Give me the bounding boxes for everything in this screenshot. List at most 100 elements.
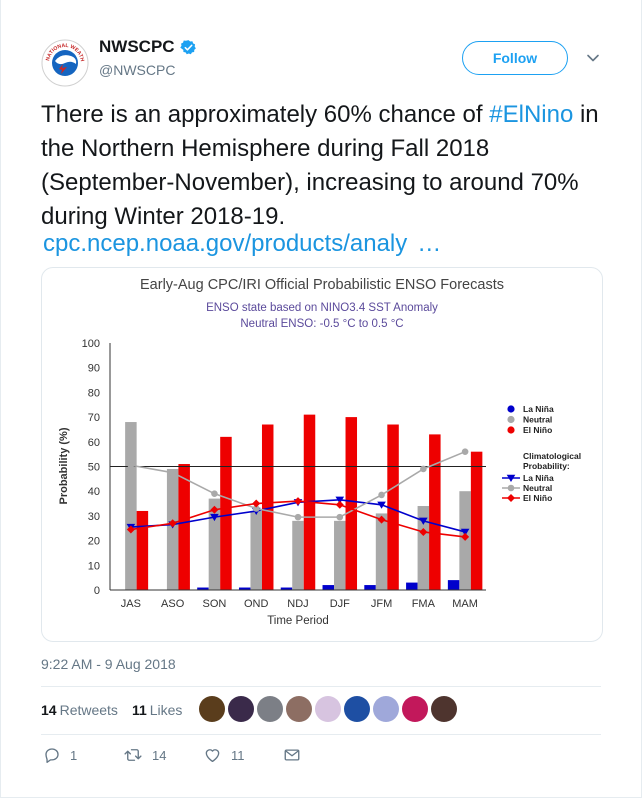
chart-subtitle-2: Neutral ENSO: -0.5 °C to 0.5 °C — [240, 318, 403, 330]
liker-avatar-8[interactable] — [402, 696, 428, 722]
climatology-point-neutral — [420, 465, 427, 473]
legend-label: El Niño — [523, 425, 552, 435]
x-tick-label: NDJ — [287, 598, 308, 610]
tweet-link-text[interactable]: cpc.ncep.noaa.gov/products/analy — [43, 230, 408, 257]
y-tick-label: 70 — [88, 412, 100, 424]
bar-el-ni-o — [178, 464, 190, 590]
retweet-count: 14 — [152, 747, 167, 763]
climatology-point-el-ni-o — [419, 527, 428, 536]
liker-avatar-4[interactable] — [286, 696, 312, 722]
liker-avatar-6[interactable] — [344, 696, 370, 722]
legend-swatch — [507, 426, 515, 434]
reply-icon — [45, 748, 59, 763]
tweet-text-part-2: in the Northern Hemisphere during Fall 2… — [41, 101, 599, 230]
bar-la-ni-a — [364, 585, 376, 590]
legend-marker — [507, 484, 515, 492]
legend-climatology-title: Climatological — [523, 451, 581, 461]
climatology-point-la-ni-a — [460, 528, 470, 536]
bar-el-ni-o — [220, 436, 232, 590]
climatology-point-la-ni-a — [419, 517, 428, 525]
tweet-timestamp[interactable]: 9:22 AM - 9 Aug 2018 — [41, 656, 176, 672]
climatology-point-neutral — [378, 491, 385, 499]
likes-stat[interactable]: 11 Likes — [132, 702, 183, 718]
tweet-text: There is an approximately 60% chance of … — [41, 98, 611, 234]
retweets-stat[interactable]: 14 Retweets — [41, 702, 118, 718]
reply-button[interactable]: 1 — [43, 746, 123, 764]
account-handle[interactable]: @NWSCPC — [99, 62, 176, 78]
x-tick-label: SON — [203, 598, 227, 610]
bar-neutral — [250, 510, 262, 590]
climatology-point-neutral — [169, 469, 176, 476]
liker-avatar-7[interactable] — [373, 696, 399, 722]
like-count: 11 — [231, 747, 245, 763]
climatology-point-el-ni-o — [210, 505, 219, 514]
y-tick-label: 10 — [88, 560, 100, 572]
legend-label: Neutral — [523, 483, 552, 493]
bar-la-ni-a — [447, 580, 460, 590]
envelope-icon — [284, 749, 300, 761]
climatology-point-neutral — [294, 513, 302, 521]
climatology-point-el-ni-o — [335, 500, 344, 509]
liker-avatar-5[interactable] — [315, 696, 341, 722]
tweet-link[interactable]: cpc.ncep.noaa.gov/products/analy … — [43, 230, 441, 258]
engagement-stats: 14 Retweets 11 Likes — [41, 702, 182, 718]
x-tick-label: JAS — [121, 598, 141, 610]
bar-la-ni-a — [322, 585, 335, 590]
bar-neutral — [208, 498, 221, 590]
chevron-down-icon[interactable] — [585, 50, 601, 66]
tweet-link-ellipsis[interactable]: … — [417, 230, 442, 257]
bar-neutral — [125, 422, 137, 590]
climatology-point-el-ni-o — [294, 497, 302, 506]
bar-la-ni-a — [197, 587, 209, 590]
climatology-point-el-ni-o — [377, 515, 386, 524]
bar-el-ni-o — [345, 417, 358, 590]
bar-el-ni-o — [429, 434, 441, 590]
retweets-count: 14 — [41, 702, 57, 718]
climatology-point-el-ni-o — [126, 525, 135, 534]
bar-el-ni-o — [261, 424, 274, 590]
legend-swatch — [507, 415, 515, 424]
hashtag-link[interactable]: #ElNino — [489, 101, 574, 128]
y-axis-label: Probability (%) — [58, 427, 70, 504]
retweet-icon — [124, 749, 142, 761]
liker-avatar-1[interactable] — [199, 696, 225, 722]
follow-button[interactable]: Follow — [462, 41, 568, 75]
legend-label: La Niña — [523, 404, 554, 414]
avatar[interactable]: NATIONAL WEATHER SERVICE — [41, 39, 89, 87]
climatology-point-neutral — [461, 448, 469, 455]
account-name[interactable]: NWSCPC — [99, 37, 175, 56]
x-tick-label: ASO — [161, 598, 185, 610]
climatology-point-la-ni-a — [210, 513, 219, 522]
x-tick-label: MAM — [452, 598, 478, 610]
legend-swatch — [507, 405, 515, 413]
x-tick-label: JFM — [371, 598, 392, 610]
bar-neutral — [417, 506, 430, 590]
tweet-text-part-1: There is an approximately 60% chance of — [41, 101, 490, 128]
bar-neutral — [375, 513, 388, 590]
bar-la-ni-a — [280, 587, 293, 590]
y-tick-label: 50 — [88, 462, 100, 474]
legend-label: La Niña — [523, 473, 554, 483]
liker-avatar-2[interactable] — [228, 696, 254, 722]
legend-marker — [506, 474, 516, 482]
account-name-row[interactable]: NWSCPC — [99, 37, 197, 57]
like-button[interactable]: 11 — [203, 746, 283, 764]
direct-message-button[interactable] — [283, 746, 301, 764]
y-tick-label: 80 — [88, 387, 100, 399]
liker-avatar-9[interactable] — [431, 696, 457, 722]
plot-area: 0 10 20 30 40 50 60 70 80 90 100 JAS ASO SON OND NDJ DJF… — [82, 338, 486, 610]
liker-avatar-3[interactable] — [257, 696, 283, 722]
x-tick-label: OND — [244, 598, 269, 610]
verified-badge-icon — [179, 39, 196, 54]
retweet-button[interactable]: 14 — [123, 746, 203, 764]
legend-label: Neutral — [523, 415, 552, 425]
legend-marker — [507, 494, 515, 502]
bar-la-ni-a — [406, 582, 418, 590]
chart-image-card[interactable]: Early-Aug CPC/IRI Official Probabilistic… — [41, 267, 603, 642]
climatology-point-el-ni-o — [252, 499, 261, 508]
bar-neutral — [292, 520, 304, 590]
tweet-actions: 1 14 11 — [43, 746, 301, 764]
y-tick-label: 40 — [88, 486, 100, 498]
